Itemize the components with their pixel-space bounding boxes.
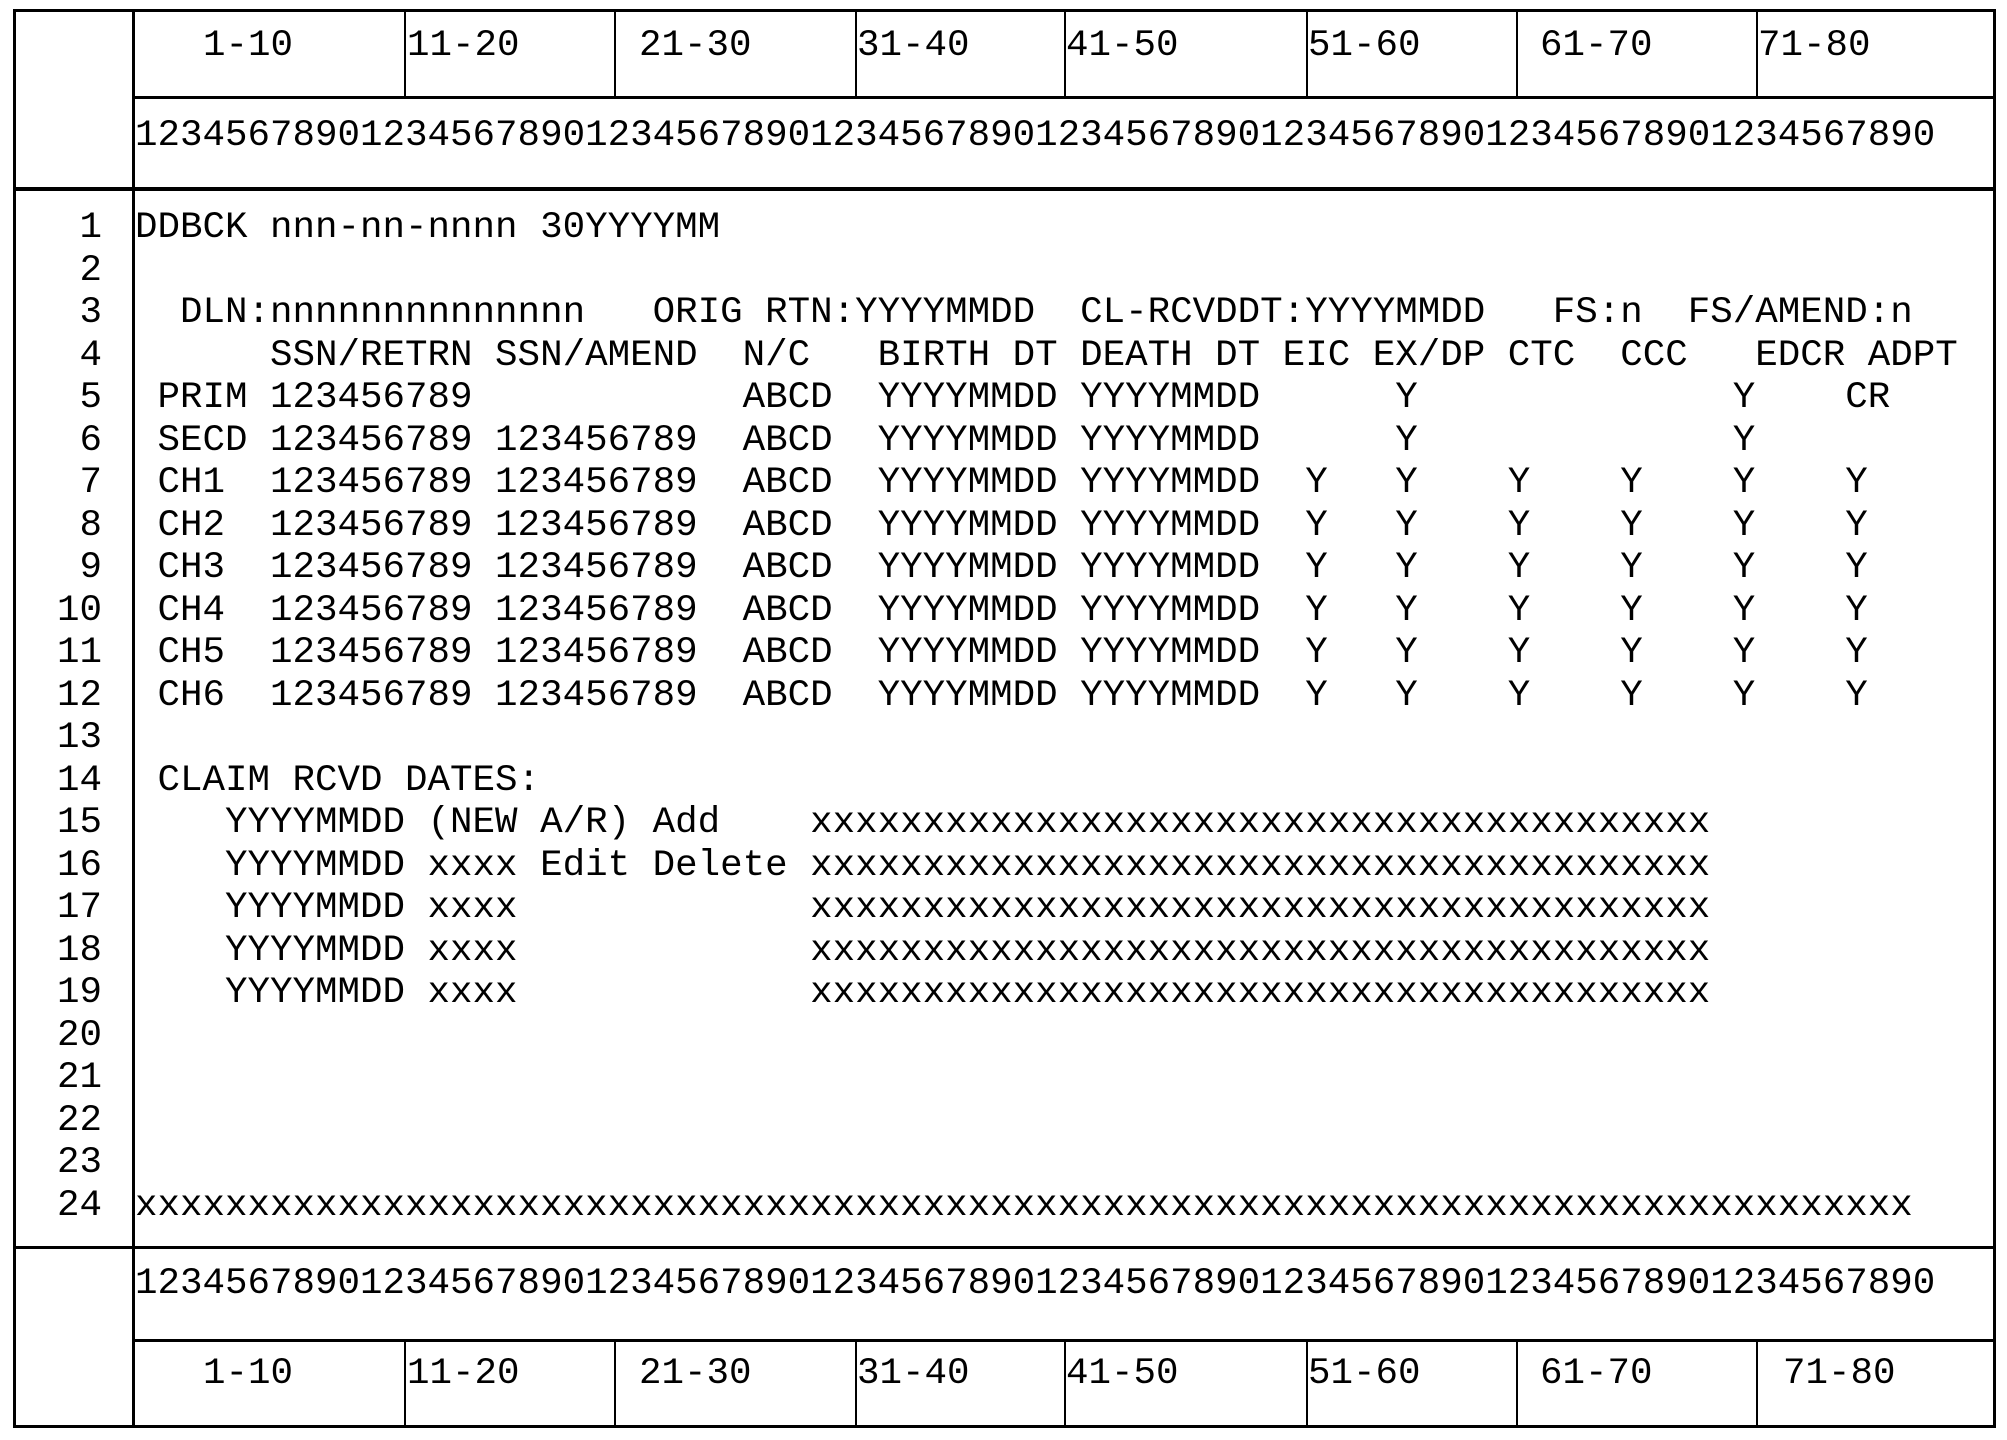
column-range-label: 21-30 bbox=[639, 25, 752, 67]
screen-line: YYYYMMDD xxxx Edit Delete xxxxxxxxxxxxxx… bbox=[135, 844, 1711, 887]
column-range-divider bbox=[1756, 1340, 1758, 1428]
column-range-divider bbox=[1516, 9, 1518, 97]
line-number: 19 bbox=[56, 972, 102, 1014]
column-range-divider bbox=[1306, 1340, 1308, 1428]
column-range-label: 51-60 bbox=[1308, 25, 1421, 67]
column-range-divider bbox=[1064, 9, 1066, 97]
column-range-label: 1-10 bbox=[203, 1353, 294, 1395]
column-range-label: 41-50 bbox=[1066, 1353, 1179, 1395]
column-range-label: 31-40 bbox=[857, 25, 970, 67]
screen-line: YYYYMMDD (NEW A/R) Add xxxxxxxxxxxxxxxxx… bbox=[135, 802, 1711, 844]
line-number: 17 bbox=[56, 887, 102, 929]
line-number: 24 bbox=[56, 1184, 102, 1227]
screen-line: CH5 123456789 123456789 ABCD YYYYMMDD YY… bbox=[135, 632, 1868, 674]
line-number: 13 bbox=[56, 717, 102, 759]
bottom-section-divider bbox=[13, 1246, 1996, 1249]
line-number: 16 bbox=[56, 844, 102, 887]
line-number: 9 bbox=[79, 547, 102, 589]
screen-line: CH6 123456789 123456789 ABCD YYYYMMDD YY… bbox=[135, 674, 1868, 717]
line-number: 18 bbox=[56, 929, 102, 972]
column-range-label: 31-40 bbox=[857, 1353, 970, 1395]
screen-line: PRIM 123456789 ABCD YYYYMMDD YYYYMMDD Y … bbox=[135, 377, 1891, 419]
line-number: 14 bbox=[56, 759, 102, 802]
screen-line: CLAIM RCVD DATES: bbox=[135, 759, 541, 802]
column-range-label: 21-30 bbox=[639, 1353, 752, 1395]
line-number: 12 bbox=[56, 674, 102, 717]
column-range-divider bbox=[404, 9, 406, 97]
screen-line: CH3 123456789 123456789 ABCD YYYYMMDD YY… bbox=[135, 547, 1868, 589]
column-range-label: 11-20 bbox=[407, 25, 520, 67]
screen-line: SSN/RETRN SSN/AMEND N/C BIRTH DT DEATH D… bbox=[135, 334, 1958, 377]
line-number: 23 bbox=[56, 1142, 102, 1184]
line-number: 15 bbox=[56, 802, 102, 844]
screen-line: YYYYMMDD xxxx xxxxxxxxxxxxxxxxxxxxxxxxxx… bbox=[135, 887, 1711, 929]
screen-line: SECD 123456789 123456789 ABCD YYYYMMDD Y… bbox=[135, 419, 1756, 462]
border-top bbox=[13, 9, 1996, 12]
screen-line: CH2 123456789 123456789 ABCD YYYYMMDD YY… bbox=[135, 504, 1868, 547]
line-number: 3 bbox=[79, 292, 102, 334]
column-range-divider bbox=[614, 9, 616, 97]
column-range-divider bbox=[1064, 1340, 1066, 1428]
column-range-divider bbox=[1756, 9, 1758, 97]
column-range-label: 1-10 bbox=[203, 25, 294, 67]
screen-line: xxxxxxxxxxxxxxxxxxxxxxxxxxxxxxxxxxxxxxxx… bbox=[135, 1184, 1913, 1227]
column-range-label: 41-50 bbox=[1066, 25, 1179, 67]
screen-line: CH4 123456789 123456789 ABCD YYYYMMDD YY… bbox=[135, 589, 1868, 632]
column-range-label: 11-20 bbox=[407, 1353, 520, 1395]
border-bottom bbox=[13, 1425, 1996, 1428]
line-number: 11 bbox=[56, 632, 102, 674]
border-right bbox=[1993, 9, 1996, 1428]
column-ruler: 1234567890123456789012345678901234567890… bbox=[135, 1263, 1936, 1305]
line-number: 21 bbox=[56, 1057, 102, 1099]
line-number: 2 bbox=[79, 249, 102, 292]
screen-line: DDBCK nnn-nn-nnnn 30YYYYMM bbox=[135, 207, 721, 249]
line-number: 4 bbox=[79, 334, 102, 377]
screen-line: DLN:nnnnnnnnnnnnnn ORIG RTN:YYYYMMDD CL-… bbox=[135, 292, 1913, 334]
column-range-label: 61-70 bbox=[1540, 1353, 1653, 1395]
screen-line: YYYYMMDD xxxx xxxxxxxxxxxxxxxxxxxxxxxxxx… bbox=[135, 972, 1711, 1014]
column-ruler: 1234567890123456789012345678901234567890… bbox=[135, 115, 1936, 157]
line-number: 8 bbox=[79, 504, 102, 547]
line-number: 10 bbox=[56, 589, 102, 632]
line-number: 1 bbox=[79, 207, 102, 249]
column-range-divider bbox=[404, 1340, 406, 1428]
column-range-divider bbox=[1306, 9, 1308, 97]
column-range-divider bbox=[855, 9, 857, 97]
column-range-label: 71-80 bbox=[1758, 25, 1871, 67]
line-number: 7 bbox=[79, 462, 102, 504]
top-section-divider bbox=[13, 187, 1996, 191]
line-number: 6 bbox=[79, 419, 102, 462]
column-range-divider bbox=[1516, 1340, 1518, 1428]
column-range-label: 61-70 bbox=[1540, 25, 1653, 67]
line-number: 5 bbox=[79, 377, 102, 419]
top-label-divider bbox=[132, 96, 1996, 99]
screen-line: YYYYMMDD xxxx xxxxxxxxxxxxxxxxxxxxxxxxxx… bbox=[135, 929, 1711, 972]
line-number-divider bbox=[132, 9, 135, 1428]
border-left bbox=[13, 9, 16, 1428]
column-range-label: 51-60 bbox=[1308, 1353, 1421, 1395]
line-number: 22 bbox=[56, 1099, 102, 1142]
column-range-divider bbox=[614, 1340, 616, 1428]
column-range-divider bbox=[855, 1340, 857, 1428]
line-number: 20 bbox=[56, 1014, 102, 1057]
screen-line: CH1 123456789 123456789 ABCD YYYYMMDD YY… bbox=[135, 462, 1868, 504]
column-range-label: 71-80 bbox=[1783, 1353, 1896, 1395]
